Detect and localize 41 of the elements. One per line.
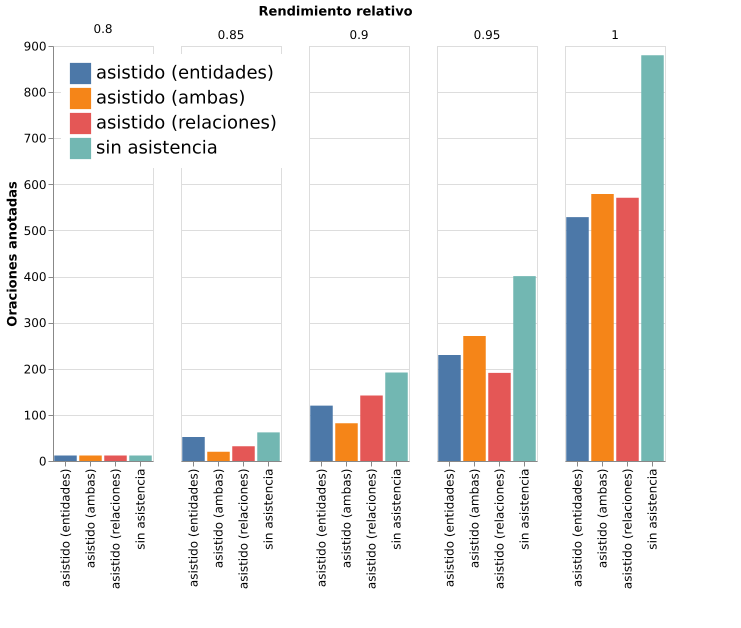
x-tick-label: asistido (entidades) (58, 468, 72, 588)
x-tick-label: asistido (ambas) (468, 468, 482, 568)
x-tick-label: sin asistencia (262, 468, 276, 550)
x-tick-label: asistido (ambas) (596, 468, 610, 568)
y-tick-label: 100 (24, 408, 46, 422)
x-tick-label: asistido (ambas) (84, 468, 98, 568)
x-tick-label: sin asistencia (518, 468, 532, 550)
y-tick-label: 400 (24, 270, 46, 284)
y-tick-label: 600 (24, 178, 46, 192)
chart-title: 0.85 (218, 28, 244, 42)
x-tick-label: asistido (ambas) (212, 468, 226, 568)
legend-label: asistido (ambas) (96, 88, 246, 108)
x-tick-label: sin asistencia (390, 468, 404, 550)
y-tick-label: 300 (24, 316, 46, 330)
chart-title: 1 (611, 28, 619, 42)
legend-label: asistido (relaciones) (96, 112, 277, 134)
chart-title: 0.95 (474, 28, 500, 42)
x-tick-label: asistido (entidades) (314, 468, 328, 588)
x-tick-label: asistido (entidades) (186, 468, 200, 588)
x-tick-label: sin asistencia (134, 468, 148, 550)
text: Rendimiento relativo (258, 4, 413, 20)
legend-label: asistido (entidades) (96, 62, 274, 84)
y-tick-label: 800 (24, 86, 46, 100)
x-tick-label: asistido (relaciones) (108, 468, 122, 590)
x-tick-label: asistido (ambas) (340, 468, 354, 568)
y-tick-label: 200 (24, 362, 46, 376)
x-tick-label: asistido (relaciones) (364, 468, 378, 590)
y-axis-title: Oraciones anotadas (6, 181, 21, 327)
x-tick-label: asistido (entidades) (570, 468, 584, 588)
y-tick-label: 500 (24, 224, 46, 238)
y-tick-label: 700 (24, 132, 46, 146)
y-tick-label: 900 (24, 40, 46, 54)
chart-title: 0.8 (93, 22, 113, 36)
y-tick-label: 0 (38, 454, 46, 468)
legend-label: sin asistencia (96, 138, 218, 158)
x-tick-label: asistido (relaciones) (492, 468, 506, 590)
x-tick-label: sin asistencia (646, 468, 660, 550)
x-tick-label: asistido (relaciones) (620, 468, 634, 590)
x-tick-label: asistido (relaciones) (236, 468, 250, 590)
chart-title: 0.9 (349, 28, 369, 42)
x-tick-label: asistido (entidades) (442, 468, 456, 588)
